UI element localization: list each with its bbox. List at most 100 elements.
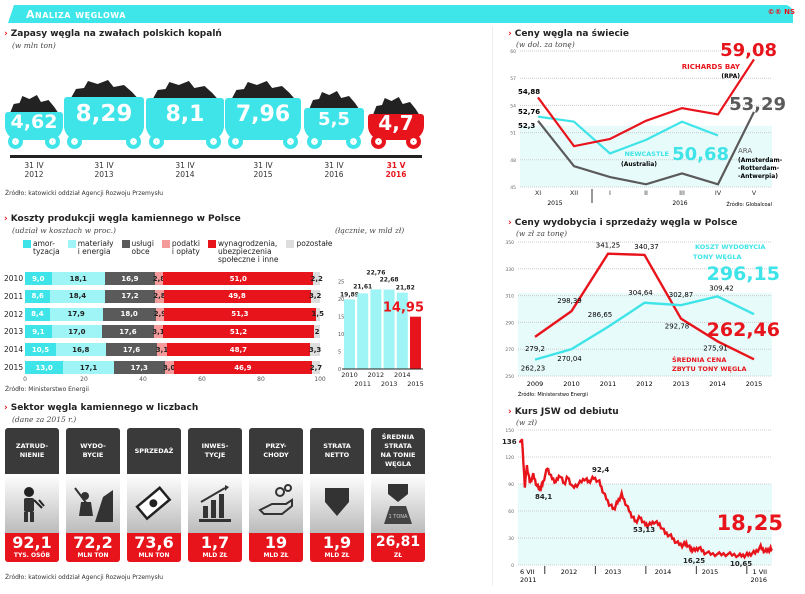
coal-cart: 4,7 [368,96,424,158]
series-note: -Rotterdam- [738,165,780,172]
stat-unit: MLD ZŁ [263,552,289,559]
data-label: 286,65 [588,311,613,319]
bar-segment: 1,5 [312,307,324,321]
x-tick-label: 2012 [636,380,653,388]
bar-segment: 18,4 [50,289,105,303]
legend-swatch [121,240,130,248]
y-tick-label: 90 [508,482,514,488]
cart-wheel [346,134,361,149]
y-tick-label: 290 [505,320,514,326]
weight-ton-icon: 1 TONA [384,483,412,524]
legend-item: materiały i energia [67,239,114,264]
x-tick-label: 20 [80,376,88,383]
bar-segment: 48,7 [166,343,311,357]
stat-label: WYDO- BYCIE [66,428,120,474]
start-value-label: 54,88 [518,88,540,96]
cart-wheel [206,134,221,149]
total-bar [383,289,395,369]
y-tick-label: 5 [338,350,341,356]
y-tick-label: 20 [338,297,344,303]
weight-label: 1 TONA [389,514,409,520]
stacked-bar-row: 9,0 18,1 16,9 2,8 51,0 2,2 [25,272,323,285]
data-label: 341,25 [596,242,621,250]
legend-label: materiały i energia [77,239,114,256]
publisher-logo: ©® NS [767,8,795,16]
x-tick-label: 0 [23,376,27,383]
x-tick-label: I [609,189,611,197]
x-year-label: 2013 [381,380,398,388]
bar-segment: 13,0 [25,361,64,374]
coal-pile-icon [308,91,360,110]
y-tick-label: 0 [338,367,341,373]
y-tick-label: 15 [338,315,344,321]
stat-icon-area [188,474,242,533]
x-tick-label: 2014 [709,380,726,388]
x-year-label: 2010 [341,371,358,379]
stat-tile: INWES- TYCJE 1,7 MLD ZŁ [188,428,242,562]
x-tick-label: 2016 [750,576,767,584]
bar-segment: 2,9 [154,307,166,321]
series-line [537,58,755,148]
bar-segment: 2,7 [310,361,322,374]
data-label: 340,37 [634,243,659,251]
coal-pile-icon [152,81,219,100]
y-tick-label: 25 [338,280,344,286]
stacked-bar-row: 8,6 18,4 17,2 2,8 49,8 3,2 [25,289,321,303]
x-tick-label: XI [535,189,541,197]
jsw-title: Kurs JSW od debiutu [508,407,619,417]
legend-swatch [161,240,170,248]
data-label: 279,2 [525,345,545,353]
miner-pickaxe-icon [74,486,113,522]
cart-wheel [67,134,82,149]
miner-icon [24,486,45,522]
end-value-label: 262,46 [707,319,780,341]
bar-segment: 16,8 [55,343,106,357]
stat-icon-area [66,474,120,533]
stat-value-box: 1,7 MLD ZŁ [188,533,242,562]
y-tick-label: 0 [511,563,514,569]
x-tick-label: 2012 [561,568,578,576]
cart-wheel [307,134,322,149]
total-value-label: 22,68 [380,277,399,284]
stat-value: 73,6 [134,533,174,552]
legend-label: podatki i opłaty [171,239,200,256]
bar-segment: 2 [314,325,320,339]
total-bar [357,293,369,369]
pl-prices-title: Ceny wydobycia i sprzedaży węgla w Polsc… [508,218,738,228]
series-note: (Amsterdam- [738,157,783,164]
start-value-label: 52,3 [518,122,535,130]
bar-segment: 51,2 [163,325,315,339]
bar-segment: 2,8 [153,272,165,285]
x-tick-label: 2011 [520,576,537,584]
price-line [518,438,774,560]
y-tick-label: 150 [505,428,514,434]
stat-icon-area [310,474,364,533]
stat-value: 1,7 [200,533,230,552]
bar-segment: 17,6 [105,343,158,357]
cart-wheel [283,134,298,149]
cart-date-label: 31 V 2016 [385,161,407,179]
growth-chart-icon [199,484,231,522]
x-tick-label: 80 [257,376,265,383]
bar-segment: 46,9 [173,361,312,374]
series-note: (RPA) [721,73,740,80]
y-tick-label: 310 [505,294,514,300]
y-tick-label: 120 [505,455,514,461]
bar-segment: 3,1 [156,343,168,357]
legend-item: pozostałe [286,240,333,264]
series-name: ŚREDNIA CENA [672,355,726,364]
data-label: 298,39 [557,297,582,305]
coal-pile-icon [9,95,59,114]
y-tick-label: 250 [505,374,514,380]
world-prices-subtitle: (w dol. za tonę) [516,40,575,49]
bar-segment: 16,9 [104,272,155,285]
stat-value-box: 26,81 ZŁ [371,533,425,562]
row-year-label: 2010 [4,274,24,283]
x-tick-label: 2013 [605,568,622,576]
x-year-label: 2015 [407,380,424,388]
x-tick-label: XII [570,189,578,197]
series-line [537,115,719,155]
legend-item: podatki i opłaty [161,239,200,264]
series-name: NEWCASTLE [624,150,669,158]
